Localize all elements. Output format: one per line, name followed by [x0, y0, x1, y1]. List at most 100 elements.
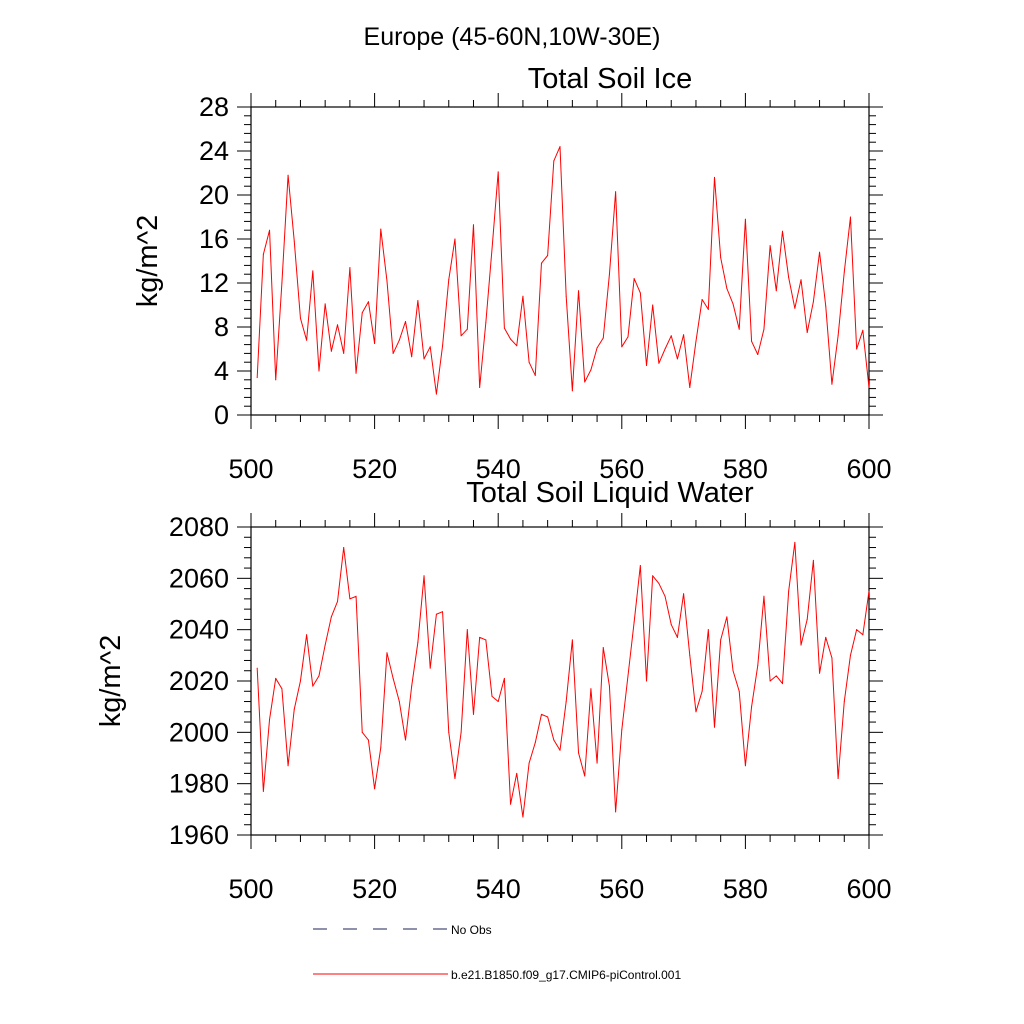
data-point: [584, 381, 586, 383]
data-point: [590, 688, 592, 690]
data-point: [843, 701, 845, 703]
x-tick-label: 580: [723, 454, 768, 484]
data-point: [670, 624, 672, 626]
data-point: [429, 667, 431, 669]
data-point: [849, 654, 851, 656]
data-point: [664, 595, 666, 597]
data-point: [417, 300, 419, 302]
data-point: [831, 383, 833, 385]
data-point: [547, 716, 549, 718]
data-point: [367, 739, 369, 741]
data-point: [287, 765, 289, 767]
data-point: [837, 778, 839, 780]
plot-frame-soil-liquid-water: [250, 526, 870, 836]
data-point: [293, 240, 295, 242]
data-point: [324, 644, 326, 646]
data-point: [676, 636, 678, 638]
data-point: [732, 670, 734, 672]
data-point: [312, 685, 314, 687]
data-point: [386, 280, 388, 282]
data-point: [540, 713, 542, 715]
data-point: [714, 176, 715, 178]
data-point: [732, 303, 734, 305]
data-point: [306, 339, 308, 341]
data-point: [775, 675, 777, 677]
data-point: [695, 711, 697, 713]
data-point: [819, 672, 821, 674]
data-point: [683, 334, 685, 336]
data-point: [380, 747, 382, 749]
data-point: [337, 600, 339, 602]
data-point: [324, 303, 326, 305]
data-point: [392, 677, 394, 679]
data-point: [689, 654, 691, 656]
data-point: [516, 772, 518, 774]
data-point: [744, 765, 746, 767]
y-tick-label: 24: [199, 136, 229, 166]
data-point: [825, 636, 827, 638]
data-point: [670, 335, 672, 337]
y-tick-label: 28: [199, 92, 229, 122]
data-point: [262, 790, 264, 792]
data-point: [868, 387, 870, 388]
data-point: [460, 335, 462, 337]
data-point: [751, 340, 753, 342]
chart-total-soil-ice: Total Soil Ice kg/m^2 0 4 8 12 16 20 24 28 500 520 5…: [132, 63, 892, 484]
data-point: [417, 642, 419, 643]
data-point: [726, 288, 728, 289]
data-point: [516, 345, 518, 347]
x-tick-label: 580: [723, 874, 768, 904]
data-point: [578, 752, 580, 754]
y-tick-label: 16: [199, 224, 229, 254]
data-point: [429, 346, 431, 348]
x-tick-label: 520: [352, 454, 397, 484]
data-point: [646, 365, 648, 366]
data-point: [701, 299, 703, 300]
y-tick-label: 2060: [169, 563, 229, 593]
data-point: [299, 680, 301, 682]
data-point: [522, 295, 524, 297]
legend-entry-model-run: b.e21.B1850.f09_g17.CMIP6-piControl.001: [313, 968, 681, 982]
x-tick-label: 600: [846, 874, 891, 904]
data-point: [534, 374, 536, 376]
data-point: [633, 278, 635, 280]
data-point: [627, 675, 629, 677]
data-point: [318, 370, 320, 372]
data-point: [720, 639, 722, 641]
chart-title-soil-ice: Total Soil Ice: [528, 63, 692, 95]
data-point: [608, 685, 610, 687]
y-axis-label-soil-ice: kg/m^2: [132, 215, 164, 308]
data-point: [361, 731, 363, 733]
data-point: [627, 336, 629, 338]
data-point: [744, 218, 746, 220]
data-point: [794, 307, 796, 309]
y-tick-label: 2020: [169, 666, 229, 696]
data-point: [812, 559, 814, 561]
data-point: [454, 778, 456, 780]
data-point: [503, 677, 505, 679]
data-point: [714, 726, 715, 728]
data-point: [349, 267, 351, 269]
data-point: [275, 677, 277, 679]
y-tick-label: 2080: [169, 512, 229, 542]
data-point: [868, 590, 870, 592]
chart-total-soil-liquid-water: Total Soil Liquid Water kg/m^2 1960 1980 200…: [95, 477, 892, 904]
data-point: [349, 598, 351, 600]
data-point: [757, 665, 759, 667]
data-point: [281, 688, 283, 690]
data-point: [380, 228, 382, 230]
x-tick-label: 560: [599, 874, 644, 904]
data-point: [596, 347, 598, 349]
data-point: [435, 393, 437, 395]
data-point: [707, 308, 709, 310]
data-point: [398, 701, 400, 703]
data-point: [751, 706, 753, 708]
data-point: [639, 565, 641, 566]
data-point: [423, 575, 425, 577]
data-point: [405, 321, 406, 322]
data-point: [652, 575, 654, 577]
data-point: [565, 701, 567, 703]
data-point: [633, 621, 635, 623]
data-point: [510, 803, 512, 805]
y-tick-label: 2000: [169, 717, 229, 747]
